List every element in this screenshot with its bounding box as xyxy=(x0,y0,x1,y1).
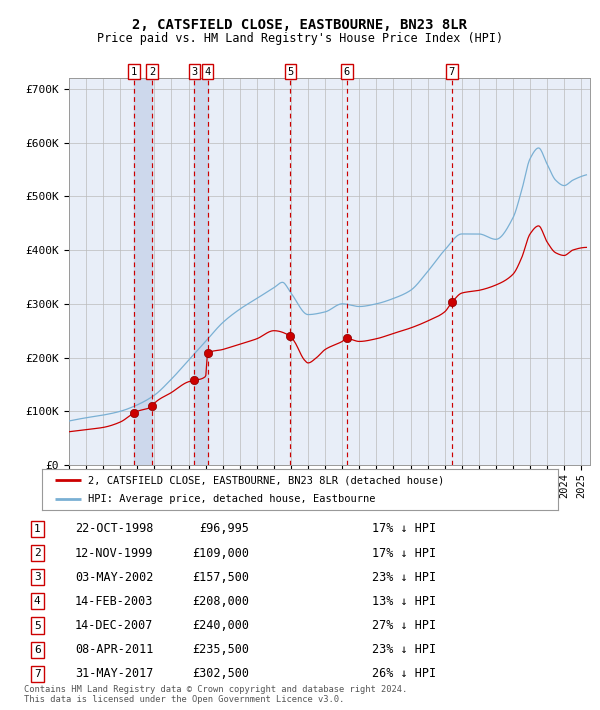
Text: £240,000: £240,000 xyxy=(192,619,249,632)
Text: £109,000: £109,000 xyxy=(192,547,249,559)
Text: 6: 6 xyxy=(34,645,41,655)
Text: 12-NOV-1999: 12-NOV-1999 xyxy=(75,547,154,559)
Text: 22-OCT-1998: 22-OCT-1998 xyxy=(75,523,154,535)
Text: 2: 2 xyxy=(149,67,155,77)
Text: HPI: Average price, detached house, Eastbourne: HPI: Average price, detached house, East… xyxy=(88,494,376,505)
Text: £96,995: £96,995 xyxy=(199,523,249,535)
Text: 5: 5 xyxy=(34,621,41,630)
Text: £157,500: £157,500 xyxy=(192,571,249,584)
Text: £302,500: £302,500 xyxy=(192,667,249,680)
Text: 23% ↓ HPI: 23% ↓ HPI xyxy=(372,571,436,584)
Text: Price paid vs. HM Land Registry's House Price Index (HPI): Price paid vs. HM Land Registry's House … xyxy=(97,32,503,45)
Text: 08-APR-2011: 08-APR-2011 xyxy=(75,643,154,656)
Text: £208,000: £208,000 xyxy=(192,595,249,608)
Text: 2: 2 xyxy=(34,548,41,558)
Text: 5: 5 xyxy=(287,67,293,77)
Text: 17% ↓ HPI: 17% ↓ HPI xyxy=(372,547,436,559)
Text: 2, CATSFIELD CLOSE, EASTBOURNE, BN23 8LR: 2, CATSFIELD CLOSE, EASTBOURNE, BN23 8LR xyxy=(133,18,467,32)
Text: 6: 6 xyxy=(344,67,350,77)
Text: 14-DEC-2007: 14-DEC-2007 xyxy=(75,619,154,632)
Text: 1: 1 xyxy=(34,524,41,534)
Text: 7: 7 xyxy=(449,67,455,77)
Text: 4: 4 xyxy=(205,67,211,77)
Text: 4: 4 xyxy=(34,596,41,606)
Text: £235,500: £235,500 xyxy=(192,643,249,656)
Text: 03-MAY-2002: 03-MAY-2002 xyxy=(75,571,154,584)
Text: 3: 3 xyxy=(191,67,197,77)
Text: 26% ↓ HPI: 26% ↓ HPI xyxy=(372,667,436,680)
Text: 13% ↓ HPI: 13% ↓ HPI xyxy=(372,595,436,608)
Text: 3: 3 xyxy=(34,572,41,582)
Bar xyxy=(134,78,152,465)
Text: 27% ↓ HPI: 27% ↓ HPI xyxy=(372,619,436,632)
Text: This data is licensed under the Open Government Licence v3.0.: This data is licensed under the Open Gov… xyxy=(24,695,344,704)
Text: 17% ↓ HPI: 17% ↓ HPI xyxy=(372,523,436,535)
Text: Contains HM Land Registry data © Crown copyright and database right 2024.: Contains HM Land Registry data © Crown c… xyxy=(24,685,407,694)
Text: 1: 1 xyxy=(131,67,137,77)
Text: 31-MAY-2017: 31-MAY-2017 xyxy=(75,667,154,680)
Text: 7: 7 xyxy=(34,669,41,679)
Text: 14-FEB-2003: 14-FEB-2003 xyxy=(75,595,154,608)
Text: 2, CATSFIELD CLOSE, EASTBOURNE, BN23 8LR (detached house): 2, CATSFIELD CLOSE, EASTBOURNE, BN23 8LR… xyxy=(88,475,445,485)
Bar xyxy=(194,78,208,465)
Text: 23% ↓ HPI: 23% ↓ HPI xyxy=(372,643,436,656)
